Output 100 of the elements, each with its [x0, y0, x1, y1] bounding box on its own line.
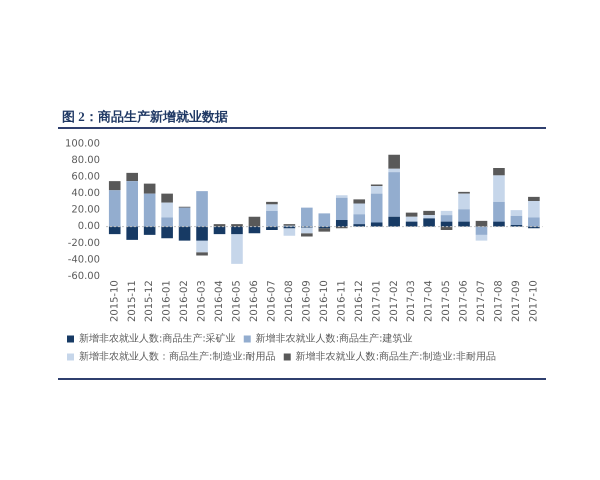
bar — [528, 218, 540, 227]
x-tick-label: 2015-11 — [126, 280, 138, 322]
x-tick-label: 2017-08 — [494, 280, 505, 322]
bar — [196, 252, 208, 256]
x-tick-label: 2015-12 — [144, 280, 156, 322]
bar — [440, 215, 452, 222]
bar — [510, 210, 522, 216]
bar — [406, 222, 418, 227]
y-tick-label: 0.00 — [78, 221, 100, 232]
bar — [126, 172, 138, 182]
bar — [458, 209, 470, 222]
bar — [126, 181, 138, 227]
y-tick-label: 60.00 — [71, 172, 100, 183]
bar — [301, 233, 313, 237]
bar — [108, 190, 121, 227]
bar — [493, 222, 505, 227]
y-tick-label: 40.00 — [71, 188, 100, 200]
bar — [161, 218, 173, 227]
bar — [178, 208, 190, 227]
x-tick-label: 2016-10 — [318, 280, 330, 322]
bar — [388, 154, 400, 169]
x-tick-label: 2017-05 — [441, 280, 452, 322]
y-tick-label: 20.00 — [71, 204, 100, 216]
x-tick-label: 2016-07 — [266, 280, 278, 322]
bar — [318, 213, 330, 227]
x-tick-label: 2016-04 — [214, 280, 226, 322]
bar — [248, 216, 260, 227]
bar — [528, 201, 540, 218]
bar — [231, 224, 243, 227]
bar — [266, 204, 278, 211]
y-tick-label: -20.00 — [68, 238, 100, 249]
bar — [423, 215, 435, 218]
bar — [353, 204, 366, 214]
x-tick-label: 2017-09 — [511, 280, 522, 322]
bar — [284, 228, 296, 236]
y-tick-label: -40.00 — [68, 254, 100, 266]
bar — [301, 227, 313, 234]
bar — [388, 172, 400, 217]
bar — [370, 194, 383, 223]
bar — [214, 224, 226, 227]
bar — [336, 198, 348, 220]
bar — [440, 210, 452, 216]
x-tick-label: 2016-03 — [196, 280, 208, 322]
bar — [108, 181, 121, 190]
x-tick-label: 2017-03 — [406, 280, 418, 322]
bar — [196, 240, 208, 252]
bar — [266, 210, 278, 227]
bar — [248, 226, 260, 234]
bar — [528, 196, 540, 202]
legend-label: 新增非农就业人数：商品生产:制造业:耐用品 — [79, 350, 276, 363]
x-tick-label: 2016-08 — [284, 280, 295, 322]
x-tick-label: 2017-01 — [371, 280, 382, 322]
y-tick-label: 100.00 — [64, 138, 100, 150]
bar — [406, 212, 418, 217]
x-tick-label: 2016-06 — [249, 280, 260, 322]
bar — [231, 234, 243, 264]
x-tick-label: 2017-10 — [528, 280, 540, 322]
bar — [108, 226, 121, 234]
bar — [144, 226, 156, 235]
bar — [266, 202, 278, 204]
bar — [493, 202, 505, 222]
bar — [476, 226, 488, 235]
bar — [493, 175, 505, 202]
bar — [301, 208, 313, 227]
bar — [406, 216, 418, 222]
bar — [144, 194, 156, 227]
y-tick-label: -60.00 — [68, 270, 100, 282]
bar — [336, 220, 348, 227]
bar — [458, 222, 470, 227]
bar — [214, 226, 226, 234]
x-tick-label: 2015-10 — [109, 280, 120, 322]
bar — [510, 216, 522, 225]
x-tick-label: 2016-01 — [162, 280, 173, 322]
y-tick-label: 80.00 — [71, 155, 100, 166]
bar — [161, 202, 173, 218]
legend-label: 新增非农就业人数:商品生产:采矿业 — [79, 332, 236, 345]
bar — [144, 184, 156, 194]
bar — [196, 191, 208, 227]
chart-title: 图 2：商品生产新增就业数据 — [62, 108, 228, 126]
bar — [318, 228, 330, 232]
bar — [231, 226, 243, 234]
bar — [196, 226, 208, 241]
x-tick-label: 2016-02 — [179, 280, 190, 322]
bar — [353, 214, 366, 224]
bar — [266, 226, 278, 230]
x-tick-label: 2017-02 — [388, 280, 400, 322]
bar — [336, 195, 348, 198]
bar — [423, 218, 435, 227]
bar — [458, 194, 470, 210]
bar — [388, 168, 400, 172]
bar — [126, 226, 138, 240]
bar — [440, 222, 452, 227]
x-tick-label: 2017-07 — [476, 280, 488, 322]
x-tick-label: 2016-12 — [354, 280, 365, 322]
bar — [476, 220, 488, 227]
legend-label: 新增非农就业人数:商品生产:建筑业 — [256, 332, 412, 345]
bar — [370, 222, 383, 227]
bar — [423, 210, 435, 216]
bar — [161, 226, 173, 238]
x-tick-label: 2017-04 — [424, 280, 435, 322]
